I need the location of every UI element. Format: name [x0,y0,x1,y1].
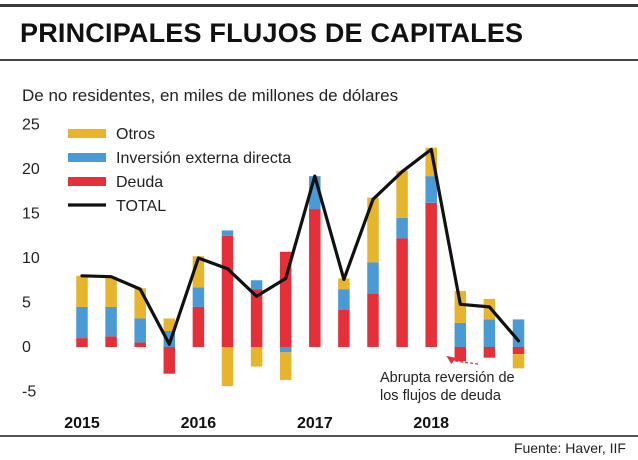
legend-swatch [68,129,106,138]
bar-inversion-externa-directa [279,347,292,353]
bar-inversion-externa-directa [512,319,525,347]
annotation: Abrupta reversión de los flujos de deuda [380,355,515,404]
bar-inversion-externa-directa [105,306,117,337]
y-tick-label: 25 [22,117,40,134]
bar-inversion-externa-directa [483,319,496,347]
bar-otros [338,278,350,290]
total-point [342,278,346,281]
bar-otros [367,197,379,263]
bar-deuda [338,309,350,347]
bar-otros [163,318,176,331]
bar-deuda [105,336,117,347]
chart-subtitle: De no residentes, en miles de millones d… [22,86,399,105]
total-point [109,275,113,278]
bar-deuda [134,342,146,347]
annotation-arrow-head [446,355,457,364]
total-point [371,198,375,201]
total-point [284,277,287,280]
y-tick-label: 5 [22,295,31,312]
top-rule [0,4,638,7]
bar-otros [134,288,146,319]
legend-swatch [68,177,106,186]
total-point [488,305,491,309]
bar-deuda [367,293,379,347]
total-line [80,147,521,346]
total-point [139,287,142,291]
y-tick-label: 10 [22,250,40,267]
legend-label: Deuda [116,174,163,191]
total-point [459,303,462,306]
bottom-rule [0,435,638,437]
bar-otros [250,347,263,367]
bar-inversion-externa-directa [163,330,176,347]
total-point [197,256,200,260]
bar-inversion-externa-directa [367,262,379,294]
line-layer [80,147,521,346]
bar-inversion-externa-directa [192,287,205,307]
legend-label: Otros [116,126,155,143]
bar-deuda [483,347,496,358]
x-tick-year: 2015 [64,415,100,432]
bar-deuda [425,202,437,347]
y-axis-ticks: 25 20 15 10 5 0 -5 [22,117,40,401]
bar-deuda [221,235,234,347]
bar-deuda [76,338,88,347]
x-axis-ticks: 2015 2016 2017 2018 [64,415,449,432]
bar-inversion-externa-directa [309,176,321,210]
total-point [517,339,520,342]
annotation-arrow-line [454,360,479,365]
bar-inversion-externa-directa [454,322,467,347]
bar-deuda [250,289,263,347]
bar-otros [279,352,292,380]
bar-otros [192,256,205,288]
total-point [400,170,404,173]
y-tick-label: 20 [22,161,40,178]
annotation-text-line2: los flujos de deuda [380,388,502,404]
total-point [80,274,84,277]
title-rule [0,59,638,61]
bar-deuda [512,347,525,355]
x-tick-year: 2018 [413,415,449,432]
bar-otros [512,354,525,369]
bar-otros [454,290,467,323]
bar-otros [396,170,408,218]
bar-deuda [192,306,205,347]
bar-deuda [309,209,321,347]
legend-label: Inversión externa directa [116,150,291,167]
bar-deuda [163,347,176,374]
legend-swatch [68,153,106,162]
bar-inversion-externa-directa [134,318,146,343]
bar-otros [105,276,117,307]
total-point [168,343,171,346]
bars-layer [76,147,525,387]
y-tick-label: 15 [22,206,40,223]
source-note: Fuente: Haver, IIF [513,440,626,456]
legend-label: TOTAL [116,198,166,215]
total-point [255,295,258,298]
annotation-text-line1: Abrupta reversión de [380,370,515,386]
total-point [313,174,316,178]
y-tick-label: -5 [22,384,36,401]
bar-otros [76,275,88,307]
x-tick-year: 2017 [297,415,333,432]
bar-inversion-externa-directa [396,217,408,239]
bar-deuda [279,251,292,347]
bar-deuda [454,347,467,362]
bar-inversion-externa-directa [221,230,234,236]
total-point [226,267,229,270]
y-tick-label: 0 [22,339,31,356]
bar-inversion-externa-directa [425,176,437,203]
bar-otros [221,347,234,387]
bar-otros [425,147,437,177]
bar-inversion-externa-directa [250,280,263,290]
bar-inversion-externa-directa [76,306,88,339]
bar-inversion-externa-directa [338,289,350,310]
bar-deuda [396,238,408,347]
x-tick-year: 2016 [181,415,217,432]
total-point [430,148,433,151]
chart-title: PRINCIPALES FLUJOS DE CAPITALES [20,18,524,48]
legend: Otros Inversión externa directa Deuda TOTAL [68,126,291,215]
